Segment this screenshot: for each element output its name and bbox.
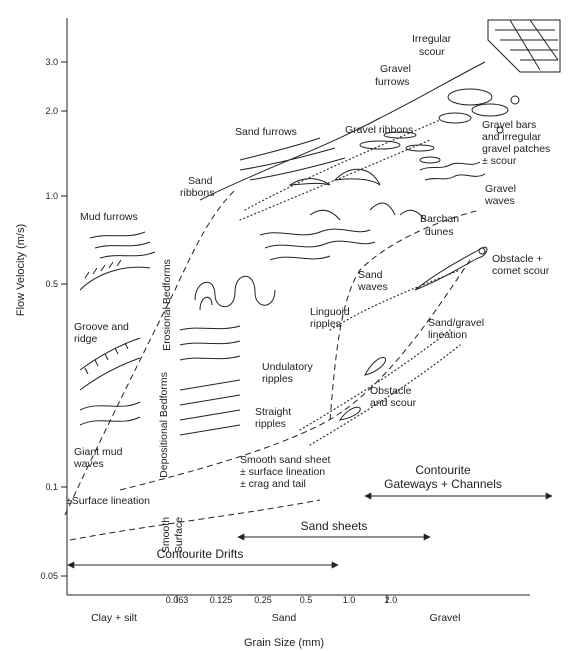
sand-furrows-sketch: [239, 137, 346, 181]
label-gravel-furrows: Gravel: [380, 63, 411, 75]
barchan-sketch: [288, 168, 426, 221]
label-sand-furrows: Sand furrows: [235, 126, 297, 138]
x-axis-title: Grain Size (mm): [244, 637, 324, 649]
label-comet-scour: Obstacle +: [492, 253, 543, 265]
x-class-sand: Sand: [272, 612, 297, 624]
gravel-bars-sketch: [438, 88, 520, 134]
label-gravel-ribbons: Gravel ribbons: [345, 124, 413, 136]
x-tick-label: 0.5: [300, 595, 313, 605]
label-sand-waves: Sand: [358, 269, 383, 281]
groove-ridge-sketch: [79, 337, 141, 391]
label-giant-mud-waves: waves: [73, 458, 104, 470]
label-sand-sheets: Sand sheets: [301, 519, 368, 533]
label-sand-gravel-lineation: lineation: [428, 329, 467, 341]
label-smooth-sand-sheet: Smooth sand sheet: [240, 454, 331, 466]
label-linguoid-ripples: ripples: [310, 318, 341, 330]
label-irregular-scour: Irregular: [412, 33, 452, 45]
label-sand-ribbons: ribbons: [180, 187, 214, 199]
ripple-sketch: [179, 325, 241, 436]
label-straight-ripples: ripples: [255, 418, 286, 430]
erosional-boundary: [64, 189, 236, 516]
label-gateways: Gateways + Channels: [384, 477, 502, 491]
label-gravel-furrows: furrows: [375, 76, 409, 88]
label-sand-gravel-lineation: Sand/gravel: [428, 317, 484, 329]
upper-boundary-line: [199, 61, 486, 201]
x-tick-labels: 0.063 0.125 0.25 0.5 1.0 2.0: [166, 595, 398, 605]
label-linguoid-ripples: Linguoid: [310, 306, 350, 318]
y-tick-labels: 3.0 2.0 1.0 0.5 0.1 0.05: [40, 57, 58, 581]
label-gravel-waves: Gravel: [485, 183, 516, 195]
dotted-line: [244, 119, 441, 211]
y-tick-label: 3.0: [45, 57, 58, 67]
y-tick-label: 0.5: [45, 279, 58, 289]
linguoid-sketch: [194, 275, 276, 311]
mud-furrows-sketch: [79, 231, 156, 291]
y-tick-label: 1.0: [45, 191, 58, 201]
label-contourite-drifts: Contourite Drifts: [157, 547, 244, 561]
sand-waves-sketch: [259, 228, 376, 261]
label-obstacle-scour: and scour: [370, 397, 417, 409]
label-sand-ribbons: Sand: [188, 175, 213, 187]
barchan-boundary: [329, 209, 481, 421]
label-gravel-bars: and irregular: [482, 131, 541, 143]
label-gateways: Contourite: [415, 463, 471, 477]
irregular-scour-sketch: [487, 19, 561, 73]
label-gravel-waves: waves: [484, 195, 515, 207]
erosional-bedforms-label: Erosional Bedforms: [161, 259, 173, 351]
smooth-label: Smooth: [160, 517, 172, 553]
depositional-boundary: [119, 259, 471, 491]
dotted-line: [239, 139, 431, 221]
label-giant-mud-waves: Giant mud: [74, 446, 123, 458]
y-tick-label: 0.1: [45, 482, 58, 492]
dotted-line: [329, 269, 461, 331]
label-undulatory-ripples: ripples: [262, 373, 293, 385]
smooth-boundary: [69, 499, 321, 541]
label-mud-furrows: Mud furrows: [80, 211, 138, 223]
x-tick-label: 0.125: [210, 595, 233, 605]
depositional-bedforms-label: Depositional Bedforms: [158, 372, 170, 478]
comet-scour-sketch: [414, 246, 488, 291]
label-gravel-bars: ± scour: [482, 155, 517, 167]
label-groove-ridge: ridge: [74, 333, 98, 345]
label-smooth-sand-sheet: ± surface lineation: [240, 466, 325, 478]
label-smooth-sand-sheet: ± crag and tail: [240, 478, 306, 490]
regime-boundaries: [64, 61, 486, 541]
y-tick-label: 0.05: [40, 571, 58, 581]
label-groove-ridge: Groove and: [74, 321, 129, 333]
bedform-labels: Irregular scour Gravel furrows Sand furr…: [66, 33, 550, 507]
x-tick-label: 2.0: [385, 595, 398, 605]
bedform-sketches: [79, 19, 561, 436]
label-irregular-scour: scour: [419, 46, 445, 58]
label-gravel-bars: gravel patches: [482, 143, 550, 155]
label-surface-lineation: ±Surface lineation: [66, 495, 150, 507]
label-comet-scour: comet scour: [492, 265, 550, 277]
x-tick-label: 1.0: [343, 595, 356, 605]
label-straight-ripples: Straight: [255, 406, 291, 418]
x-class-gravel: Gravel: [430, 612, 461, 624]
dotted-line: [309, 344, 461, 446]
x-tick-label: 0.25: [254, 595, 272, 605]
label-sand-waves: waves: [357, 281, 388, 293]
deposit-ranges: Contourite Gateways + Channels Sand shee…: [67, 463, 553, 569]
obstacle-scour-sketch: [338, 356, 387, 421]
axes: [61, 18, 530, 603]
gravel-waves-sketch: [419, 161, 486, 181]
giant-mud-waves-sketch: [79, 401, 141, 426]
surface-label: Surface: [173, 517, 185, 553]
label-gravel-bars: Gravel bars: [482, 119, 536, 131]
x-tick-label: 0.063: [166, 595, 189, 605]
x-class-clay-silt: Clay + silt: [91, 612, 137, 624]
gravel-ribbons-sketch: [359, 131, 441, 164]
label-obstacle-scour: Obstacle: [370, 385, 412, 397]
label-barchan-dunes: Barchan: [420, 213, 459, 225]
y-tick-label: 2.0: [45, 106, 58, 116]
dotted-line: [299, 329, 451, 431]
label-barchan-dunes: dunes: [425, 226, 454, 238]
y-axis-title: Flow Velocity (m/s): [15, 224, 27, 316]
label-undulatory-ripples: Undulatory: [262, 361, 314, 373]
